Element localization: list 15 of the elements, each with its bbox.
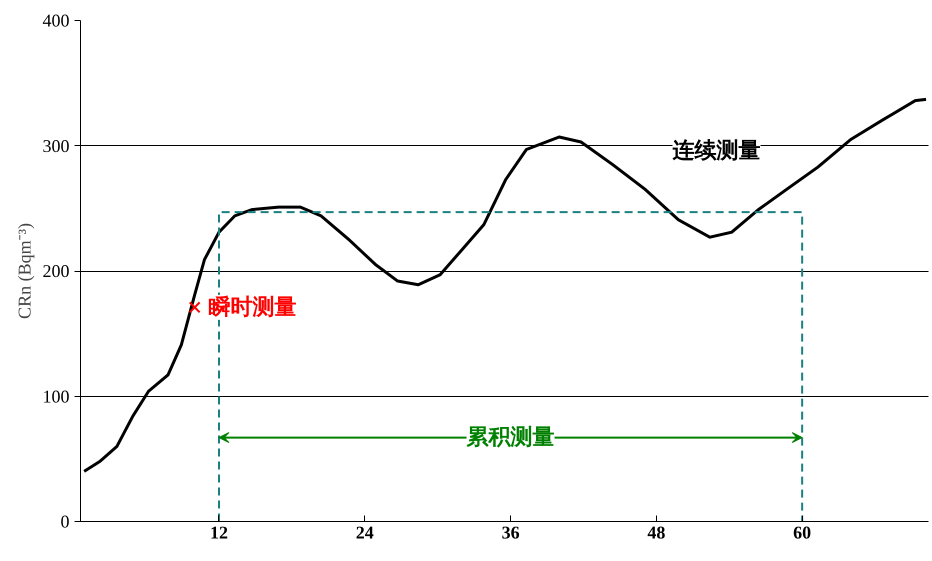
y-axis-title: CRn (Bqm⁻³) bbox=[14, 223, 34, 319]
y-tick-label: 300 bbox=[42, 136, 70, 156]
annotation: 连续测量 bbox=[672, 138, 760, 164]
annotation: 累积测量 bbox=[466, 425, 555, 450]
y-tick-label: 0 bbox=[60, 512, 70, 532]
y-tick-label: 200 bbox=[42, 261, 70, 281]
x-tick-label: 36 bbox=[502, 522, 520, 542]
x-tick-label: 60 bbox=[793, 522, 812, 542]
line-series bbox=[82, 98, 928, 473]
annotation: 瞬时测量 bbox=[208, 294, 297, 320]
x-tick-label: 12 bbox=[210, 522, 228, 542]
y-tick-label: 100 bbox=[42, 386, 70, 406]
x-tick-label: 24 bbox=[356, 522, 374, 542]
x-tick-label: 48 bbox=[647, 522, 666, 542]
y-tick-label: 400 bbox=[42, 10, 70, 30]
